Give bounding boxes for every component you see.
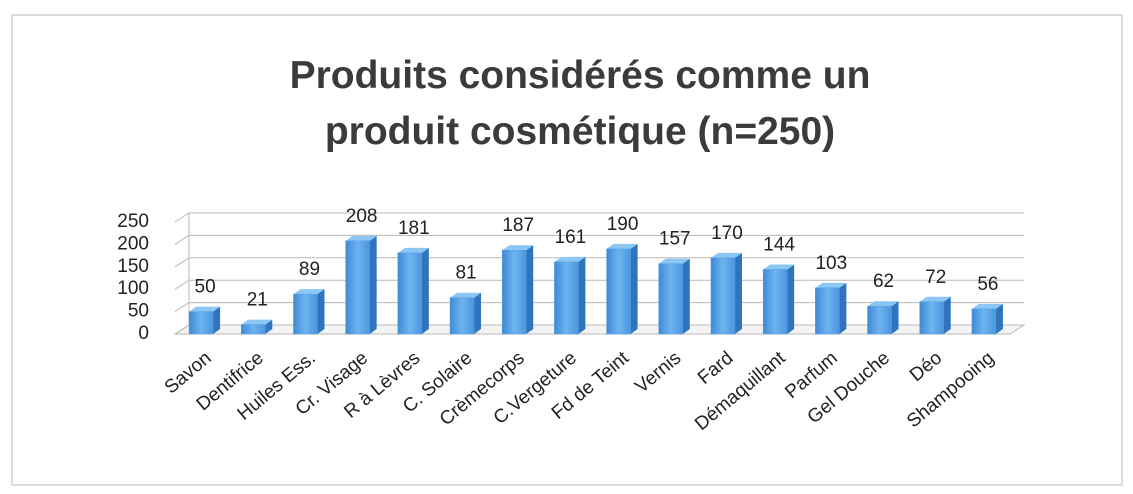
y-tick-label: 100 — [117, 278, 149, 299]
bar — [762, 269, 788, 335]
bar-top — [919, 296, 951, 302]
bar — [501, 249, 527, 335]
x-tick-label: Démaquillant — [691, 347, 790, 435]
bar-top — [293, 289, 325, 295]
chart-frame — [11, 14, 1123, 486]
y-tick-label: 250 — [117, 211, 149, 232]
value-label: 103 — [815, 253, 847, 274]
bar — [606, 248, 631, 335]
bar-side — [421, 247, 429, 334]
bar — [554, 261, 579, 335]
bar-top — [241, 319, 273, 325]
y-tick-label: 0 — [138, 323, 149, 344]
bar — [188, 311, 214, 335]
bar — [658, 263, 684, 335]
x-tick-label: Déo — [906, 348, 946, 386]
value-label: 62 — [873, 271, 894, 292]
value-label: 187 — [502, 215, 534, 236]
bar-top — [189, 306, 221, 312]
grid-line — [174, 302, 1024, 313]
bar-top — [606, 243, 638, 249]
bar-side — [839, 282, 847, 334]
bar-top — [815, 282, 847, 288]
bar-side — [578, 256, 586, 334]
bar-top — [554, 256, 586, 262]
side-wall — [174, 213, 190, 335]
value-label: 89 — [299, 259, 320, 280]
bar-side — [213, 306, 221, 334]
value-label: 21 — [247, 290, 268, 311]
bar — [449, 297, 475, 335]
bar-side — [682, 258, 690, 334]
grid-line — [174, 257, 1024, 268]
bar-top — [345, 235, 377, 241]
y-tick-label: 50 — [128, 301, 149, 322]
bar-top — [763, 264, 795, 270]
bar — [867, 305, 892, 335]
value-label: 190 — [607, 214, 639, 235]
bar — [919, 301, 944, 335]
bar-side — [891, 301, 899, 334]
chart-title: Produits considérés comme un produit cos… — [289, 54, 871, 153]
value-label: 170 — [711, 223, 743, 244]
bar-side — [317, 289, 325, 334]
bar — [971, 308, 997, 335]
bar-side — [265, 319, 273, 334]
bar-top — [450, 292, 482, 298]
y-tick-label: 150 — [117, 256, 149, 277]
value-label: 181 — [398, 218, 430, 239]
grid-line — [174, 212, 1024, 223]
value-label: 56 — [977, 274, 998, 295]
value-label: 50 — [195, 277, 216, 298]
value-label: 144 — [763, 235, 795, 256]
bar-top — [397, 247, 429, 253]
bar — [345, 240, 370, 335]
bar — [710, 257, 736, 335]
value-label: 208 — [346, 206, 378, 227]
bar — [397, 252, 423, 335]
y-tick-label: 200 — [117, 233, 149, 254]
bar — [815, 287, 840, 335]
bar — [293, 293, 318, 335]
value-label: 81 — [455, 263, 476, 284]
bar-side — [943, 296, 951, 334]
bar-side — [995, 303, 1003, 334]
grid-line — [174, 234, 1024, 245]
value-label: 157 — [659, 229, 691, 250]
value-label: 72 — [925, 267, 946, 288]
bar-side — [787, 264, 795, 334]
bar-side — [526, 245, 534, 334]
bar-side — [734, 252, 742, 334]
bar-top — [710, 252, 742, 258]
x-tick-label: Vernis — [631, 348, 685, 398]
bar-top — [658, 258, 690, 264]
bar — [241, 324, 266, 335]
bar-side — [630, 243, 638, 334]
bar-side — [369, 235, 377, 334]
x-tick-label: Fard — [694, 348, 737, 389]
bar-top — [971, 303, 1003, 309]
bar-top — [502, 245, 534, 251]
value-label: 161 — [555, 227, 587, 248]
bar-side — [474, 292, 482, 334]
bar-top — [867, 301, 899, 307]
grid-line — [174, 279, 1024, 290]
